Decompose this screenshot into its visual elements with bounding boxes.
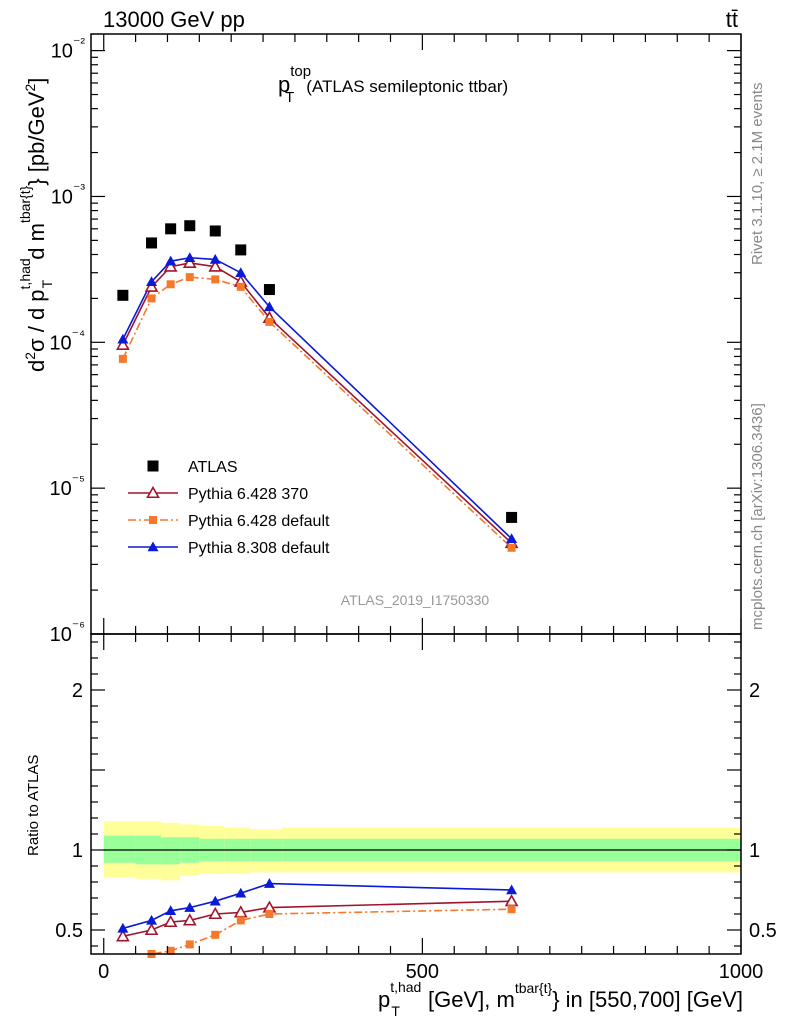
main-point-pythia-6-428-default-3: [185, 273, 194, 282]
x-tick-label-1000: 1000: [719, 961, 764, 983]
main-point-pythia-6-428-default-4: [211, 275, 220, 284]
ratio-point-pythia-6-428-370-4: [208, 906, 223, 920]
plot-title-rest: (ATLAS semileptonic ttbar): [306, 77, 508, 96]
legend-label-pythia-8-308-default: Pythia 8.308 default: [188, 540, 330, 557]
series-markers: [115, 220, 519, 958]
main-point-pythia-6-428-370-0: [115, 337, 130, 350]
plot-title: ptop T (ATLAS semileptonic ttbar): [278, 63, 508, 106]
legend: ATLAS Pythia 6.428 370 Pythia 6.428 defaul…: [128, 459, 330, 557]
ratio-ytick-label-left-2: 2: [72, 680, 83, 702]
legend-marker-atlas: [147, 460, 159, 472]
main-ytick-label-0: 10⁻⁶: [50, 618, 85, 646]
legend-marker-pythia-8-308-default: [147, 541, 159, 552]
main-point-pythia-6-428-default-2: [166, 280, 175, 289]
mcplots-source-label: mcplots.cern.ch [arXiv:1306.3436]: [749, 403, 766, 630]
main-ytick-label-4: 10⁻²: [51, 35, 86, 63]
ratio-point-pythia-6-428-default-5: [236, 916, 245, 925]
ratio-point-pythia-6-428-370-2: [163, 914, 178, 928]
ratio-y-axis-label: Ratio to ATLAS: [25, 755, 42, 856]
ratio-point-pythia-6-428-default-3: [185, 940, 194, 949]
main-ytick-label-3: 10⁻³: [51, 180, 86, 208]
ratio-point-pythia-8-308-default-0: [117, 922, 129, 933]
energy-label: 13000 GeV pp: [103, 7, 245, 32]
plot-title-sup: top: [290, 63, 311, 80]
process-label: tt̄: [726, 7, 738, 32]
main-y-axis-label: d2σ / d pt,had Td mtbar{t}} [pb/GeV2]: [17, 78, 55, 372]
ratio-uncertainty-bands: [103, 821, 741, 881]
ratio-ytick-label-left-0: 0.5: [55, 920, 83, 942]
main-point-pythia-6-428-default-6: [265, 317, 274, 326]
main-point-pythia-6-428-default-7: [507, 543, 516, 552]
legend-label-pythia-6-428-default: Pythia 6.428 default: [188, 513, 330, 530]
ratio-point-pythia-6-428-default-2: [166, 946, 175, 955]
ratio-ytick-label-right-2: 2: [749, 680, 760, 702]
legend-marker-pythia-6-428-370: [146, 485, 160, 499]
ratio-point-pythia-6-428-default-6: [265, 910, 274, 918]
main-point-pythia-6-428-default-5: [236, 282, 245, 291]
main-point-pythia-8-308-default-7: [506, 533, 518, 543]
main-point-pythia-6-428-370-1: [144, 279, 159, 292]
axes-frames: [90, 33, 742, 955]
ratio-ytick-label-right-1: 1: [749, 840, 760, 862]
main-point-atlas-6: [263, 284, 275, 296]
ratio-point-pythia-8-308-default-1: [146, 914, 158, 925]
ratio-point-pythia-6-428-default-4: [211, 930, 220, 939]
ratio-point-pythia-8-308-default-4: [209, 895, 221, 906]
main-point-atlas-7: [506, 511, 518, 523]
plot-title-sub: T: [285, 89, 294, 106]
x-axis-label: pt,had T [GeV], mtbar{t}} in [550,700] [G…: [378, 979, 743, 1019]
analysis-tag: ATLAS_2019_I1750330: [341, 592, 490, 608]
ratio-line-pythia-6-428-370: [122, 900, 512, 938]
inner-band-0: [103, 835, 136, 863]
main-point-pythia-8-308-default-2: [165, 255, 177, 266]
ratio-frame: [90, 633, 742, 955]
x-tick-label-0: 0: [98, 961, 109, 983]
inner-band-2: [161, 837, 181, 865]
rivet-version-label: Rivet 3.1.10, ≥ 2.1M events: [749, 83, 766, 266]
ratio-point-pythia-6-428-370-0: [115, 929, 130, 942]
main-line-pythia-6-428-370: [122, 262, 513, 544]
main-point-pythia-6-428-370-2: [163, 259, 178, 272]
plot-title-main: p: [278, 72, 290, 97]
x-tick-label-500: 500: [406, 961, 439, 983]
ratio-point-pythia-8-308-default-5: [235, 887, 247, 898]
ratio-point-pythia-8-308-default-7: [506, 884, 518, 895]
ratio-line-pythia-8-308-default: [122, 882, 512, 930]
main-point-atlas-0: [117, 289, 129, 301]
legend-marker-pythia-6-428-default: [149, 516, 157, 524]
main-point-atlas-4: [209, 225, 221, 237]
ratio-point-pythia-8-308-default-6: [263, 878, 275, 888]
main-point-pythia-8-308-default-6: [263, 301, 275, 312]
main-point-atlas-5: [235, 244, 247, 256]
main-point-atlas-1: [146, 237, 158, 249]
main-point-pythia-6-428-370-3: [182, 255, 197, 269]
main-ytick-label-1: 10⁻⁵: [50, 472, 85, 500]
ratio-point-pythia-8-308-default-2: [165, 905, 177, 916]
main-point-pythia-8-308-default-5: [235, 267, 247, 277]
main-ytick-label-2: 10⁻⁴: [49, 326, 85, 354]
axis-ticks: 10⁻⁶ 10⁻⁵ 10⁻⁴ 10⁻³ 10⁻² 0 500 1000 0.5 0.5 1 1 2 2: [49, 34, 777, 983]
legend-label-pythia-6-428-370: Pythia 6.428 370: [188, 486, 308, 503]
main-point-pythia-8-308-default-4: [209, 253, 221, 264]
ratio-point-pythia-8-308-default-3: [184, 902, 196, 912]
main-point-pythia-6-428-default-1: [147, 294, 156, 303]
main-point-pythia-8-308-default-1: [146, 276, 158, 287]
ratio-ytick-label-left-1: 1: [72, 840, 83, 862]
main-point-pythia-6-428-default-0: [118, 354, 127, 363]
main-line-pythia-6-428-default: [122, 276, 513, 549]
ratio-point-pythia-6-428-370-1: [144, 922, 159, 936]
ratio-ytick-label-right-0: 0.5: [749, 920, 777, 942]
ratio-point-pythia-6-428-370-3: [182, 913, 197, 926]
main-point-pythia-8-308-default-3: [184, 252, 196, 263]
ratio-point-pythia-6-428-default-7: [507, 905, 516, 914]
main-point-pythia-8-308-default-0: [117, 333, 129, 344]
legend-label-atlas: ATLAS: [188, 459, 238, 476]
main-point-atlas-3: [184, 220, 196, 232]
main-point-atlas-2: [165, 223, 177, 235]
main-point-pythia-6-428-370-4: [208, 259, 223, 272]
main-line-pythia-8-308-default: [122, 256, 513, 540]
